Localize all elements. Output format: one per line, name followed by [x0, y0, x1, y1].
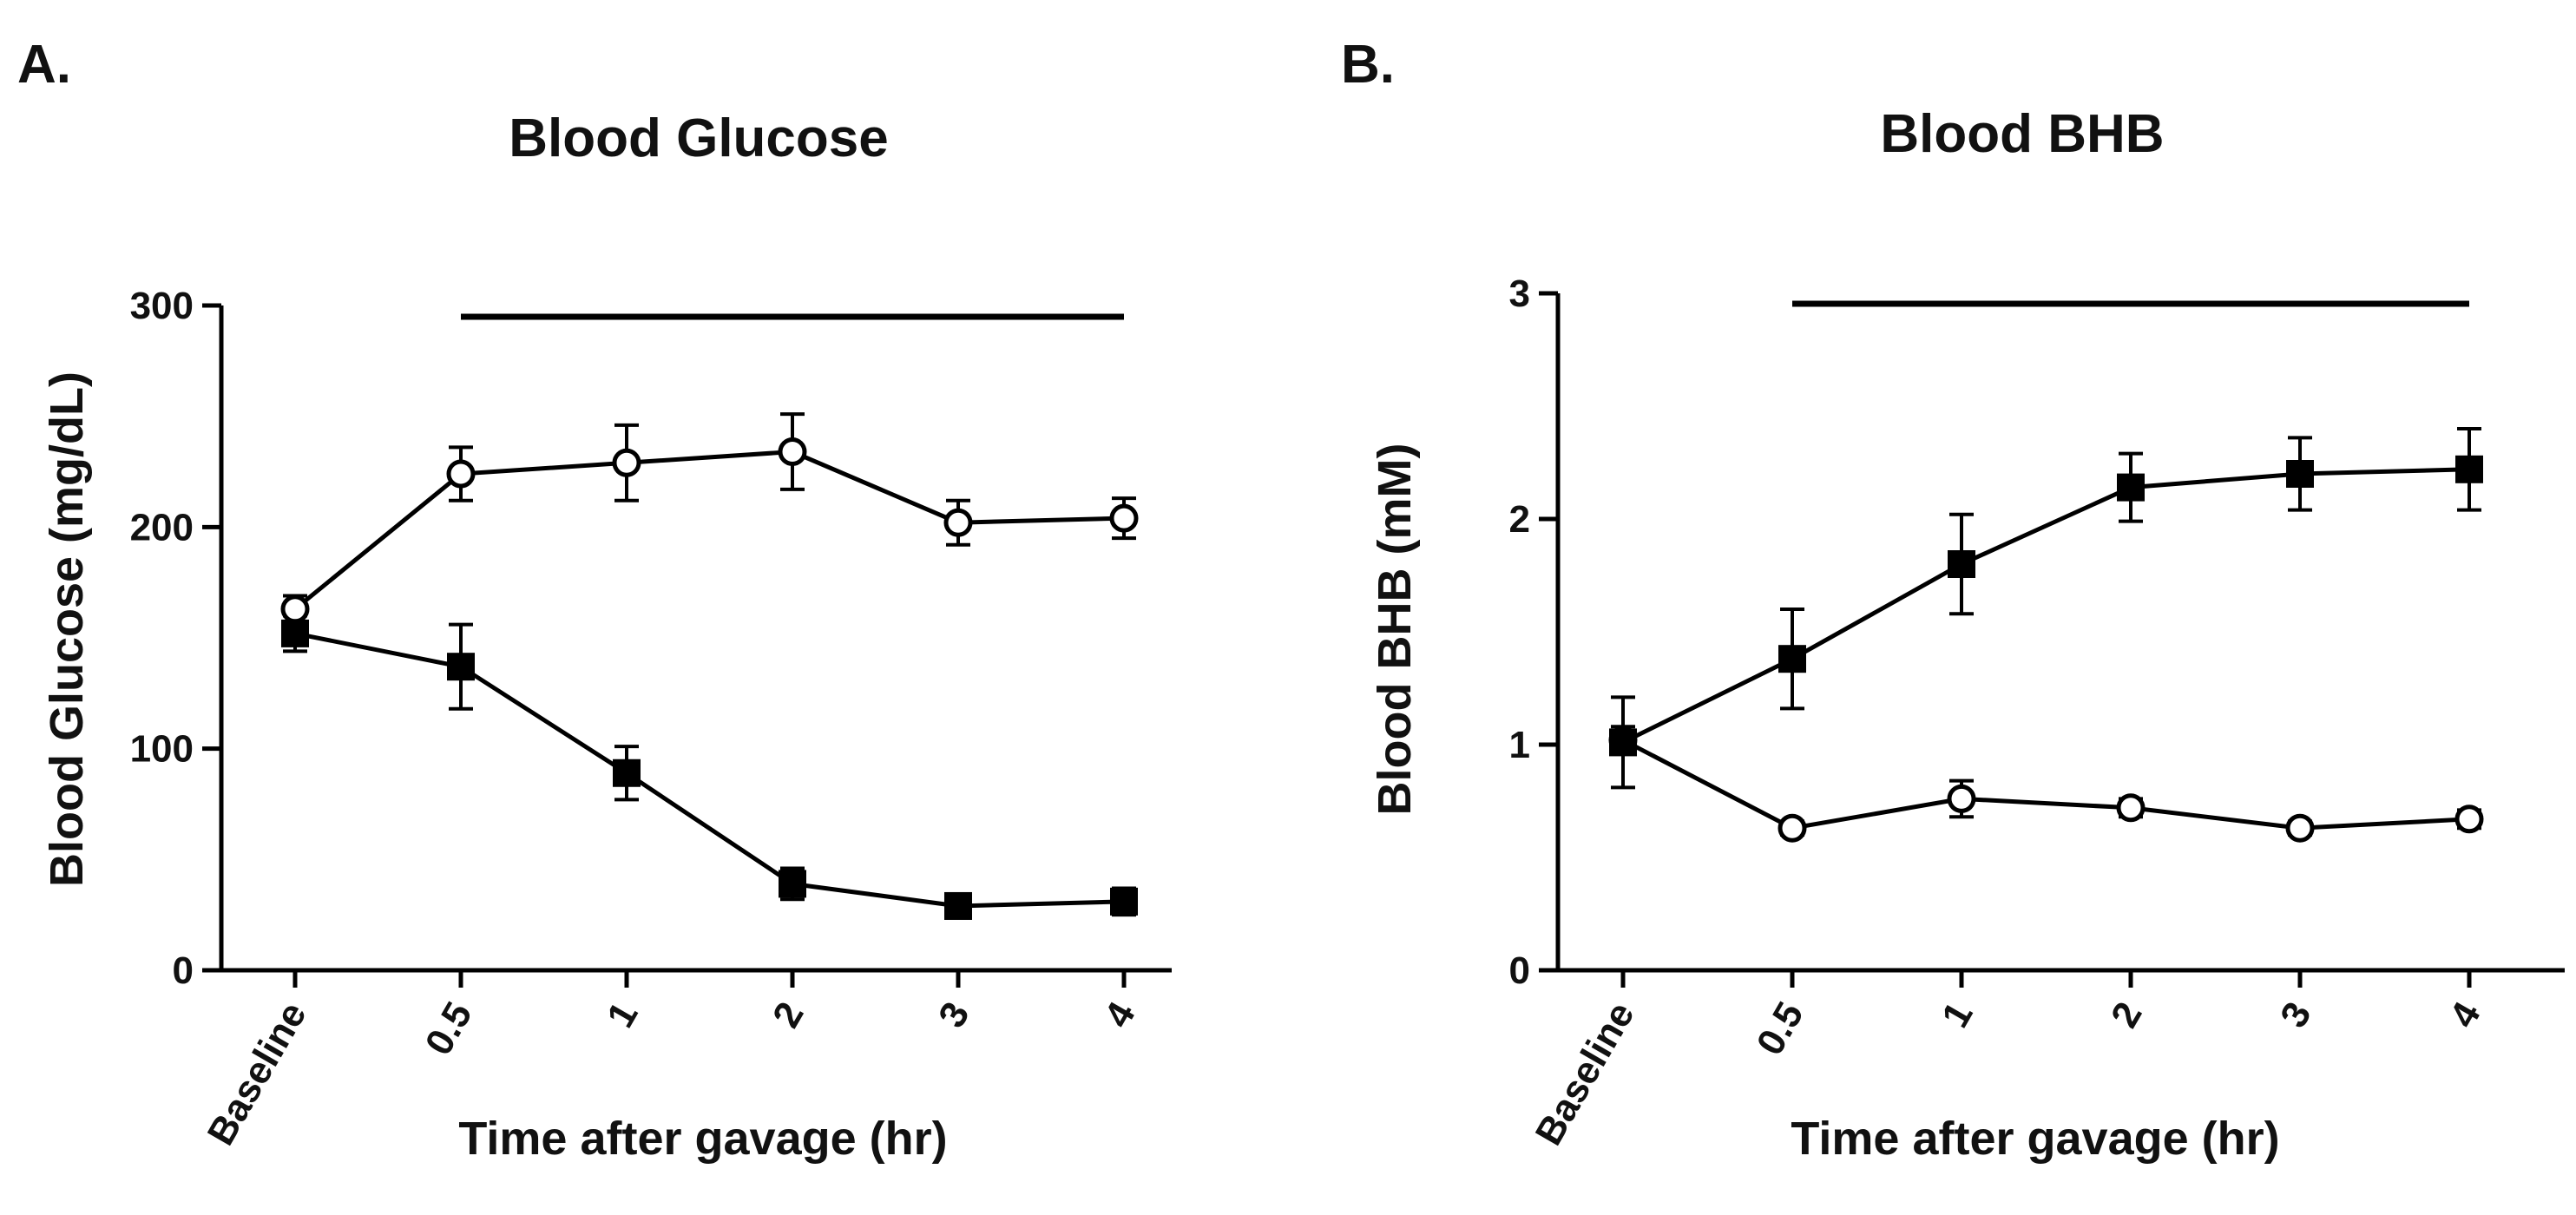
panel-a-plot: 0 100 200 300 Baseline 0.5 1 2 3 4: [130, 285, 1172, 1153]
panel-b-filled-square-point: [1948, 550, 1975, 578]
panel-a-title: Blood Glucose: [509, 108, 888, 168]
panel-b-filled-square-point: [1609, 728, 1637, 757]
panel-b-open-circle-point: [1947, 784, 1976, 813]
panel-b-filled-square-point: [1778, 645, 1806, 673]
panel-b-letter: B.: [1341, 35, 1395, 95]
panel-a-filled-square-point: [281, 619, 309, 647]
panel-a-open-circle-point: [446, 459, 476, 489]
panel-a-x-tick-label: 3: [930, 995, 978, 1035]
panel-a-y-tick-label: 0: [173, 949, 194, 992]
panel-b-y-axis-label: Blood BHB (mM): [1369, 443, 1421, 816]
panel-b-x-tick-label: 2: [2103, 995, 2151, 1035]
panel-b-title: Blood BHB: [1880, 104, 2164, 164]
panel-b-filled-square-point: [2455, 455, 2483, 483]
panel-b-x-tick-label: 4: [2441, 995, 2489, 1034]
panel-a-open-circle-point: [1109, 503, 1139, 533]
panel-b-y-tick-label: 3: [1509, 273, 1530, 315]
panel-a-x-axis-label: Time after gavage (hr): [458, 1113, 947, 1165]
panel-a-open-circle-point: [778, 437, 807, 467]
panel-a-series-filled-square-line: [294, 631, 1125, 909]
panel-a-blood-glucose: A. Blood Glucose Blood Glucose (mg/dL) T…: [17, 35, 1172, 1165]
panel-b-open-circle-point: [2285, 813, 2315, 843]
panel-b-open-circle-point: [1778, 813, 1807, 843]
panel-b-x-axis-label: Time after gavage (hr): [1791, 1113, 2279, 1165]
panel-a-series-open-circle-line: [293, 449, 1125, 611]
panel-a-letter: A.: [17, 35, 71, 95]
panel-a-filled-square-point: [447, 653, 475, 681]
panel-a-open-circle-point: [612, 448, 641, 477]
panel-b-filled-square-point: [2117, 473, 2145, 502]
panel-a-filled-square-point: [944, 891, 972, 920]
panel-a-x-tick-label: 1: [599, 995, 647, 1035]
panel-b-x-tick-label: 3: [2272, 995, 2320, 1035]
panel-b-filled-square-point: [2286, 460, 2314, 488]
panel-a-x-tick-label: Baseline: [200, 995, 315, 1153]
panel-b-series-open-circle-line: [1621, 738, 2470, 831]
panel-a-filled-square-point: [1110, 887, 1138, 916]
panel-a-x-tick-label: 4: [1096, 995, 1144, 1034]
panel-b-y-tick-label: 1: [1509, 724, 1530, 766]
panel-b-open-circle-point: [2454, 805, 2484, 834]
panel-a-filled-square-point: [613, 759, 641, 787]
panel-b-y-tick-label: 2: [1509, 498, 1530, 541]
panel-b-blood-bhb: B. Blood BHB Blood BHB (mM) Time after g…: [1341, 35, 2565, 1165]
panel-a-open-circle-point: [280, 594, 310, 624]
panel-a-y-tick-label: 100: [130, 728, 194, 771]
panel-a-x-tick-label: 2: [765, 995, 812, 1035]
panel-b-plot: 0 1 2 3 Baseline 0.5 1 2 3 4: [1509, 273, 2565, 1153]
panel-a-y-tick-label: 200: [130, 506, 194, 548]
panel-b-series-filled-square-line: [1621, 467, 2470, 745]
panel-a-filled-square-point: [779, 870, 806, 898]
panel-a-y-tick-label: 300: [130, 285, 194, 327]
panel-a-x-tick-label: 0.5: [417, 995, 481, 1062]
panel-b-x-tick-label: Baseline: [1528, 995, 1643, 1153]
panel-a-open-circle-point: [943, 508, 973, 537]
panel-b-x-tick-label: 1: [1934, 995, 1981, 1035]
panel-b-x-tick-label: 0.5: [1749, 995, 1812, 1062]
panel-a-y-axis-label: Blood Glucose (mg/dL): [41, 371, 93, 887]
panel-b-y-tick-label: 0: [1509, 949, 1530, 992]
panel-b-open-circle-point: [2116, 793, 2146, 823]
